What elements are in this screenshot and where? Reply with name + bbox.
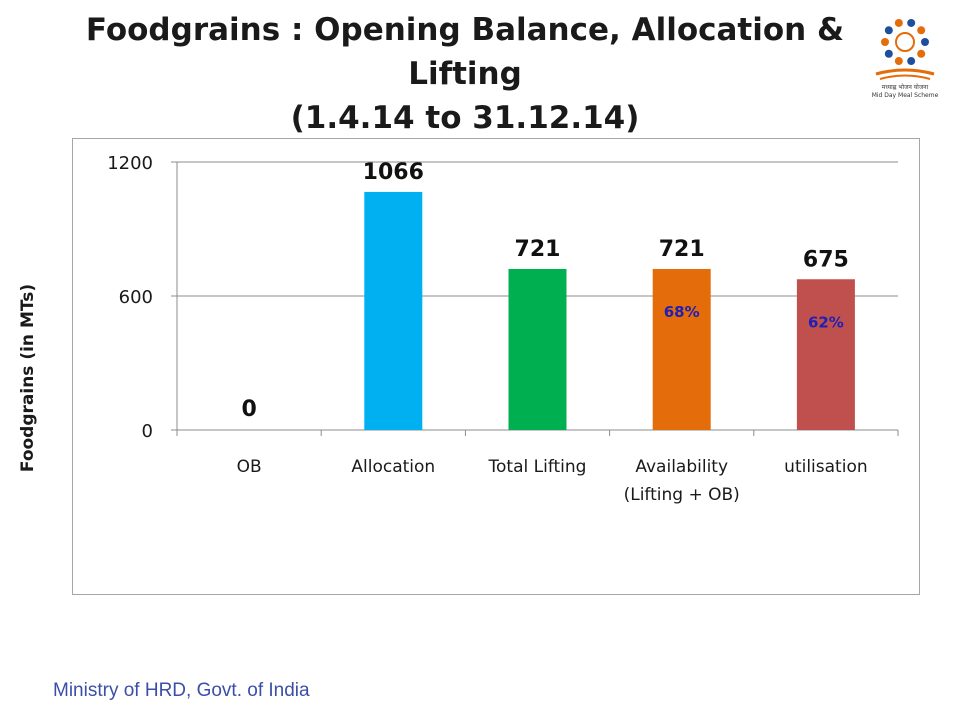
chart-area [72,138,920,595]
percent-label: 62% [808,313,844,331]
x-tick-label: (Lifting + OB) [624,485,740,505]
bar [508,268,567,430]
percent-label: 68% [664,303,700,321]
logo-figure-icon [881,38,889,46]
footer-text: Ministry of HRD, Govt. of India [53,680,310,701]
logo-figure-icon [921,38,929,46]
x-tick-label: Total Lifting [488,457,587,477]
axes: 0 600 1200 OB Allocation Total Lifting Availab… [107,153,899,505]
chart-title: Foodgrains : Opening Balance, Allocation… [40,8,890,140]
logo-caption-hindi: मध्याह्न भोजन योजना [882,83,929,91]
logo-figure-icon [884,26,893,35]
value-label: 675 [803,247,849,272]
logo-center-icon [895,32,915,52]
y-tick-label: 1200 [107,153,153,174]
value-label: 721 [515,237,561,262]
mid-day-meal-logo: मध्याह्न भोजन योजना Mid Day Meal Scheme [872,18,939,99]
x-tick-label: Allocation [351,457,435,477]
logo-figure-icon [894,57,903,66]
x-tick-label: utilisation [784,457,867,477]
value-label: 1066 [363,160,424,185]
bar [796,279,855,430]
logo-figure-icon [884,49,893,58]
bars [364,191,855,430]
y-tick-label: 0 [142,421,153,442]
data-labels: 0 1066 721 721 68% 675 62% [241,160,848,422]
x-tick-label: OB [237,457,262,477]
y-axis-label: Foodgrains (in MTs) [18,283,38,473]
logo-figure-icon [917,26,926,35]
logo-figure-icon [894,18,903,27]
chart-title-line-1: Foodgrains : Opening Balance, Allocation… [85,12,845,92]
logo-figure-icon [907,57,916,66]
logo-figure-icon [917,49,926,58]
y-tick-label: 600 [119,287,153,308]
logo-figure-icon [907,18,916,27]
value-label: 0 [241,397,256,422]
bar [652,268,711,430]
chart-title-line-2: (1.4.14 to 31.12.14) [290,100,640,136]
value-label: 721 [659,237,705,262]
bar [364,191,423,430]
logo-emblem-icon [881,18,929,66]
x-tick-label: Availability [635,457,728,477]
logo-caption-english: Mid Day Meal Scheme [872,92,939,99]
